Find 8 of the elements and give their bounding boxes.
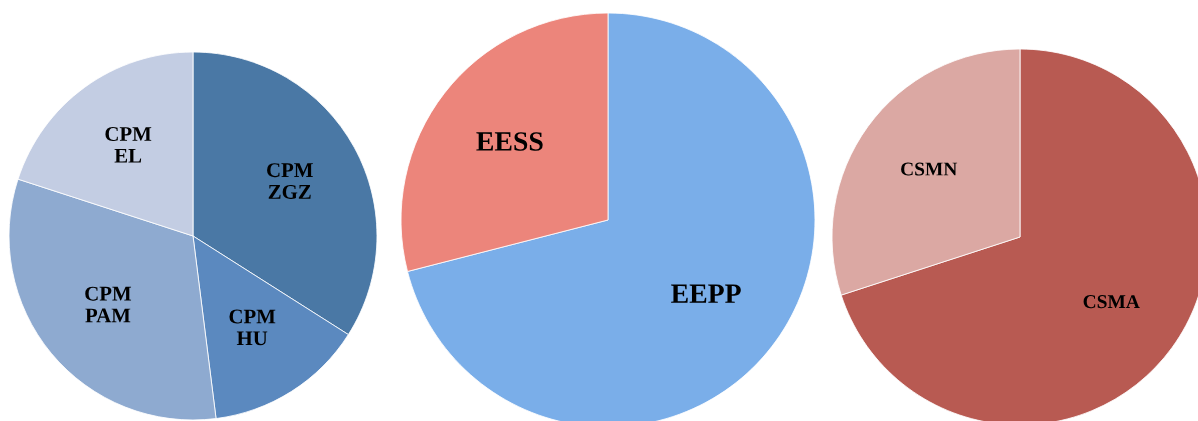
slice-label: CPM EL [105,127,152,163]
slice-label: CPM PAM [85,286,132,323]
slice-label: EESS [476,132,543,151]
slice-label: EEPP [671,284,741,303]
slice-label: CSMA [1083,295,1140,309]
slice-label: CPM HU [229,309,276,346]
slice-label: CSMN [901,162,958,176]
slice-label: CPM ZGZ [267,163,313,199]
